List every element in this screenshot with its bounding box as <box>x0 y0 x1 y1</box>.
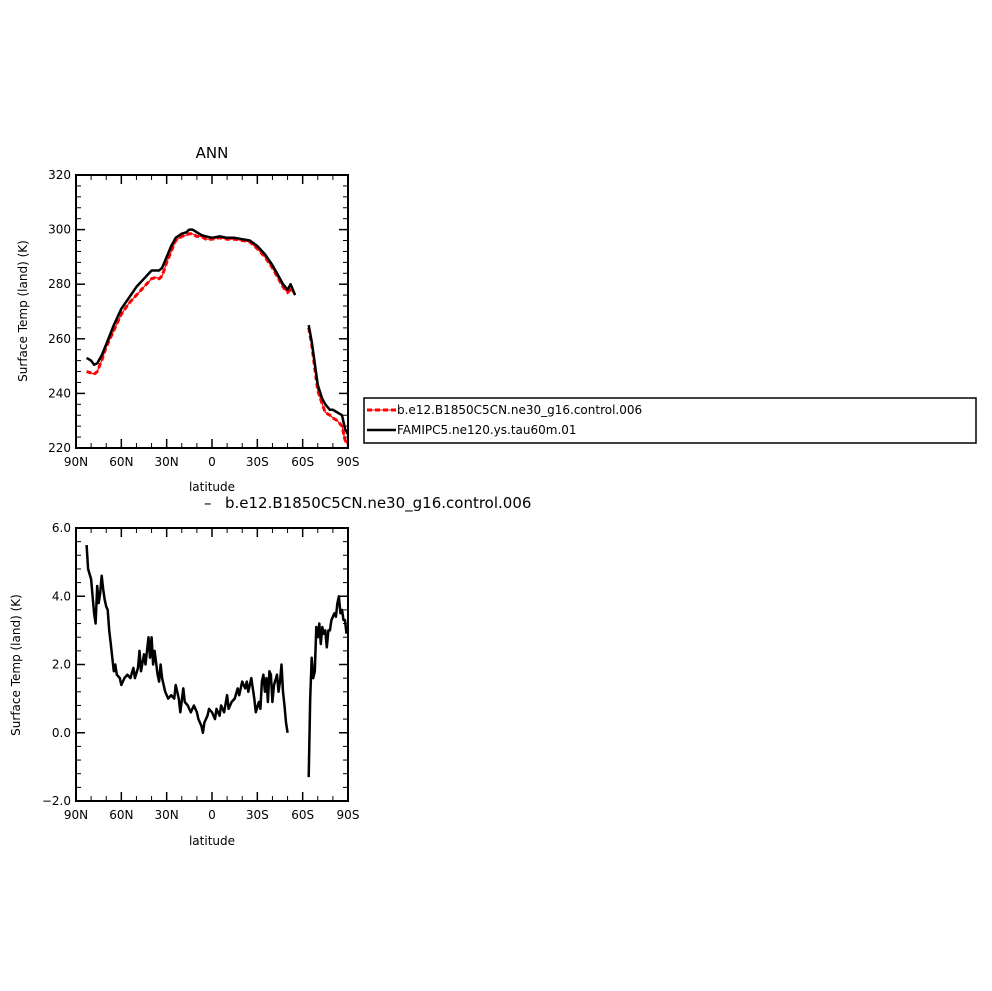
top-series-1-segment-0 <box>85 228 297 366</box>
top-series-layer <box>85 228 350 447</box>
top-x-tick-label: 30N <box>155 455 179 469</box>
bottom-panel-title: b.e12.B1850C5CN.ne30_g16.control.006 <box>225 494 531 513</box>
bottom-x-tick-label: 30N <box>155 808 179 822</box>
bottom-x-tick-label: 90S <box>337 808 360 822</box>
bottom-y-tick-label: 2.0 <box>52 658 71 672</box>
bottom-series-0-segment-0 <box>85 545 289 735</box>
bottom-series-layer <box>85 545 348 778</box>
top-x-tick-label: 60N <box>109 455 133 469</box>
difference-panel: – b.e12.B1850C5CN.ne30_g16.control.006 9… <box>9 494 531 848</box>
legend-label-control: b.e12.B1850C5CN.ne30_g16.control.006 <box>397 403 642 417</box>
top-x-tick-label: 0 <box>208 455 216 469</box>
top-plot-frame <box>75 174 349 449</box>
top-panel-title: ANN <box>196 144 229 162</box>
legend-box <box>363 397 977 444</box>
legend: b.e12.B1850C5CN.ne30_g16.control.006 FAM… <box>363 397 977 444</box>
bottom-y-tick-label: 6.0 <box>52 521 71 535</box>
bottom-x-tick-label: 60S <box>291 808 314 822</box>
bottom-series-0-segment-1 <box>307 595 348 778</box>
mean-panel: ANN 90N 60N 30N 0 30S 60S 90S 220 240 260 280 300 32… <box>16 144 359 494</box>
top-y-tick-label: 240 <box>48 386 71 400</box>
legend-label-famip: FAMIPC5.ne120.ys.tau60m.01 <box>397 423 577 437</box>
top-series-1-segment-1 <box>307 324 350 435</box>
bottom-y-tick-label: 4.0 <box>52 589 71 603</box>
bottom-x-tick-label: 90N <box>64 808 88 822</box>
top-y-tick-label: 220 <box>48 441 71 455</box>
top-x-tick-label: 60S <box>291 455 314 469</box>
top-x-tick-label: 90N <box>64 455 88 469</box>
bottom-y-tick-label: 0.0 <box>52 726 71 740</box>
bottom-y-axis-label: Surface Temp (land) (K) <box>9 594 23 736</box>
bottom-plot-frame <box>75 527 349 802</box>
bottom-x-tick-label: 60N <box>109 808 133 822</box>
top-y-tick-label: 300 <box>48 223 71 237</box>
top-x-tick-label: 30S <box>246 455 269 469</box>
top-x-tick-label: 90S <box>337 455 360 469</box>
top-series-0-segment-0 <box>86 232 295 377</box>
bottom-x-tick-label: 30S <box>246 808 269 822</box>
top-y-tick-label: 280 <box>48 277 71 291</box>
bottom-x-tick-label: 0 <box>208 808 216 822</box>
top-x-axis-label: latitude <box>189 480 235 494</box>
bottom-y-tick-label: −2.0 <box>42 794 71 808</box>
bottom-panel-title-dash: – <box>204 494 212 512</box>
top-series-0-segment-1 <box>307 327 350 447</box>
top-y-tick-label: 260 <box>48 332 71 346</box>
top-y-tick-label: 320 <box>48 168 71 182</box>
top-y-axis-label: Surface Temp (land) (K) <box>16 240 30 382</box>
bottom-x-axis-label: latitude <box>189 834 235 848</box>
top-series-0-segment-1-core <box>308 327 349 446</box>
